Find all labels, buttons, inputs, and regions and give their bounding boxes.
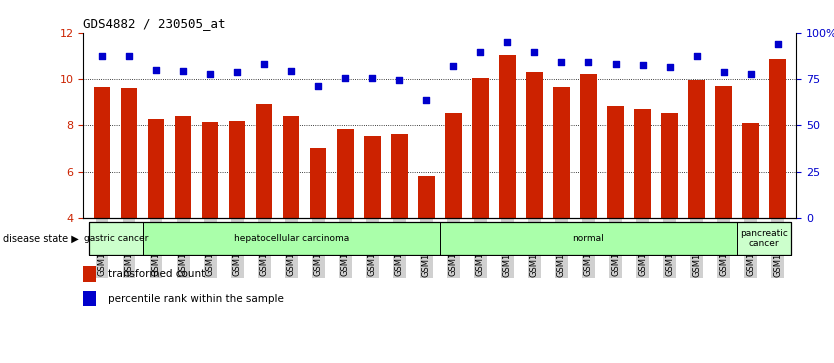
Point	[500, 39, 514, 45]
Point	[420, 97, 433, 103]
Bar	[284, 116, 299, 218]
Point	[393, 77, 406, 83]
Point	[149, 67, 163, 73]
Bar	[256, 105, 273, 218]
Point	[231, 69, 244, 75]
Bar	[229, 121, 245, 218]
Bar	[737, 222, 791, 255]
Bar	[688, 80, 705, 218]
Point	[636, 62, 649, 68]
Bar	[121, 88, 138, 218]
Bar	[202, 122, 219, 218]
Bar	[337, 129, 354, 218]
Bar	[635, 109, 651, 218]
Bar	[580, 74, 596, 218]
Text: gastric cancer: gastric cancer	[83, 234, 148, 243]
Text: GDS4882 / 230505_at: GDS4882 / 230505_at	[83, 17, 226, 30]
Bar	[500, 55, 515, 218]
Bar	[770, 59, 786, 218]
Point	[582, 59, 595, 65]
Point	[203, 72, 217, 77]
Text: transformed count: transformed count	[108, 269, 206, 279]
Bar	[607, 106, 624, 218]
Bar	[83, 291, 96, 306]
Point	[366, 75, 379, 81]
Bar	[94, 87, 110, 218]
Bar	[472, 78, 489, 218]
Text: normal: normal	[573, 234, 605, 243]
Point	[528, 49, 541, 55]
Point	[447, 63, 460, 69]
Point	[771, 41, 784, 47]
Point	[555, 59, 568, 65]
Text: pancreatic
cancer: pancreatic cancer	[740, 229, 788, 248]
Point	[474, 49, 487, 55]
Point	[258, 61, 271, 67]
Point	[339, 75, 352, 81]
Point	[663, 65, 676, 70]
Bar	[716, 86, 731, 218]
Point	[609, 61, 622, 67]
Text: disease state ▶: disease state ▶	[3, 234, 79, 244]
Point	[690, 53, 703, 59]
Bar	[419, 176, 435, 218]
Point	[123, 53, 136, 59]
Bar	[148, 119, 164, 218]
Bar	[310, 148, 326, 218]
Point	[717, 69, 731, 75]
Bar	[175, 116, 192, 218]
Bar	[143, 222, 440, 255]
Bar	[88, 222, 143, 255]
Bar	[742, 123, 759, 218]
Bar	[83, 266, 96, 282]
Bar	[364, 136, 380, 218]
Point	[96, 53, 109, 59]
Point	[284, 68, 298, 74]
Bar	[554, 87, 570, 218]
Point	[312, 83, 325, 89]
Point	[177, 68, 190, 74]
Bar	[391, 134, 408, 218]
Bar	[661, 113, 677, 218]
Point	[744, 72, 757, 77]
Text: percentile rank within the sample: percentile rank within the sample	[108, 294, 284, 303]
Text: hepatocellular carcinoma: hepatocellular carcinoma	[234, 234, 349, 243]
Bar	[440, 222, 737, 255]
Bar	[526, 72, 543, 218]
Bar	[445, 113, 461, 218]
